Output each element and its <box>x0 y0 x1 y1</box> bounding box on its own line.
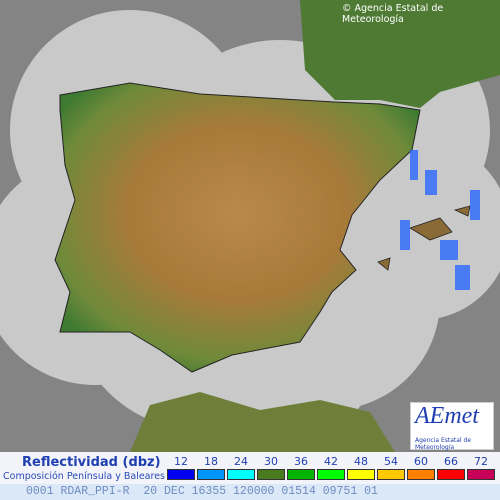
scale-swatch <box>317 469 345 480</box>
scale-swatch <box>407 469 435 480</box>
scale-swatch <box>257 469 285 480</box>
scale-value: 42 <box>324 455 338 468</box>
scale-item: 48 <box>346 455 376 483</box>
scale-swatch <box>227 469 255 480</box>
logo-tagline: Agencia Estatal de Meteorología <box>415 437 472 451</box>
scale-swatch <box>467 469 495 480</box>
scale-value: 18 <box>204 455 218 468</box>
scale-item: 36 <box>286 455 316 483</box>
color-scale: 12 18 24 30 36 42 48 54 60 66 72 <box>166 455 496 483</box>
scale-swatch <box>167 469 195 480</box>
scale-swatch <box>377 469 405 480</box>
scale-swatch <box>197 469 225 480</box>
scale-item: 12 <box>166 455 196 483</box>
copyright: © Agencia Estatal de Meteorología <box>342 3 444 25</box>
scale-value: 30 <box>264 455 278 468</box>
legend-title: Reflectividad (dbz) <box>22 455 161 470</box>
scale-swatch <box>437 469 465 480</box>
scale-swatch <box>287 469 315 480</box>
scale-item: 18 <box>196 455 226 483</box>
scale-item: 42 <box>316 455 346 483</box>
scale-item: 60 <box>406 455 436 483</box>
status-bar: 0001 RDAR_PPI-R 20 DEC 16355 120000 0151… <box>0 484 500 500</box>
scale-item: 72 <box>466 455 496 483</box>
scale-value: 54 <box>384 455 398 468</box>
scale-item: 66 <box>436 455 466 483</box>
scale-value: 48 <box>354 455 368 468</box>
north-africa <box>130 392 395 452</box>
radar-echoes <box>400 150 480 290</box>
scale-item: 30 <box>256 455 286 483</box>
scale-value: 12 <box>174 455 188 468</box>
logo: AEmet Agencia Estatal de Meteorología <box>410 402 494 451</box>
balearic-islands <box>377 205 471 271</box>
scale-value: 72 <box>474 455 488 468</box>
scale-value: 60 <box>414 455 428 468</box>
scale-item: 54 <box>376 455 406 483</box>
logo-name: AEmet <box>415 403 479 429</box>
iberian-peninsula <box>54 82 421 373</box>
scale-swatch <box>347 469 375 480</box>
legend-subtitle: Composición Península y Baleares <box>3 471 165 482</box>
map <box>0 0 500 452</box>
scale-item: 24 <box>226 455 256 483</box>
scale-value: 36 <box>294 455 308 468</box>
scale-value: 24 <box>234 455 248 468</box>
scale-value: 66 <box>444 455 458 468</box>
france <box>300 0 500 108</box>
legend: Reflectividad (dbz) Composición Penínsul… <box>0 452 500 484</box>
